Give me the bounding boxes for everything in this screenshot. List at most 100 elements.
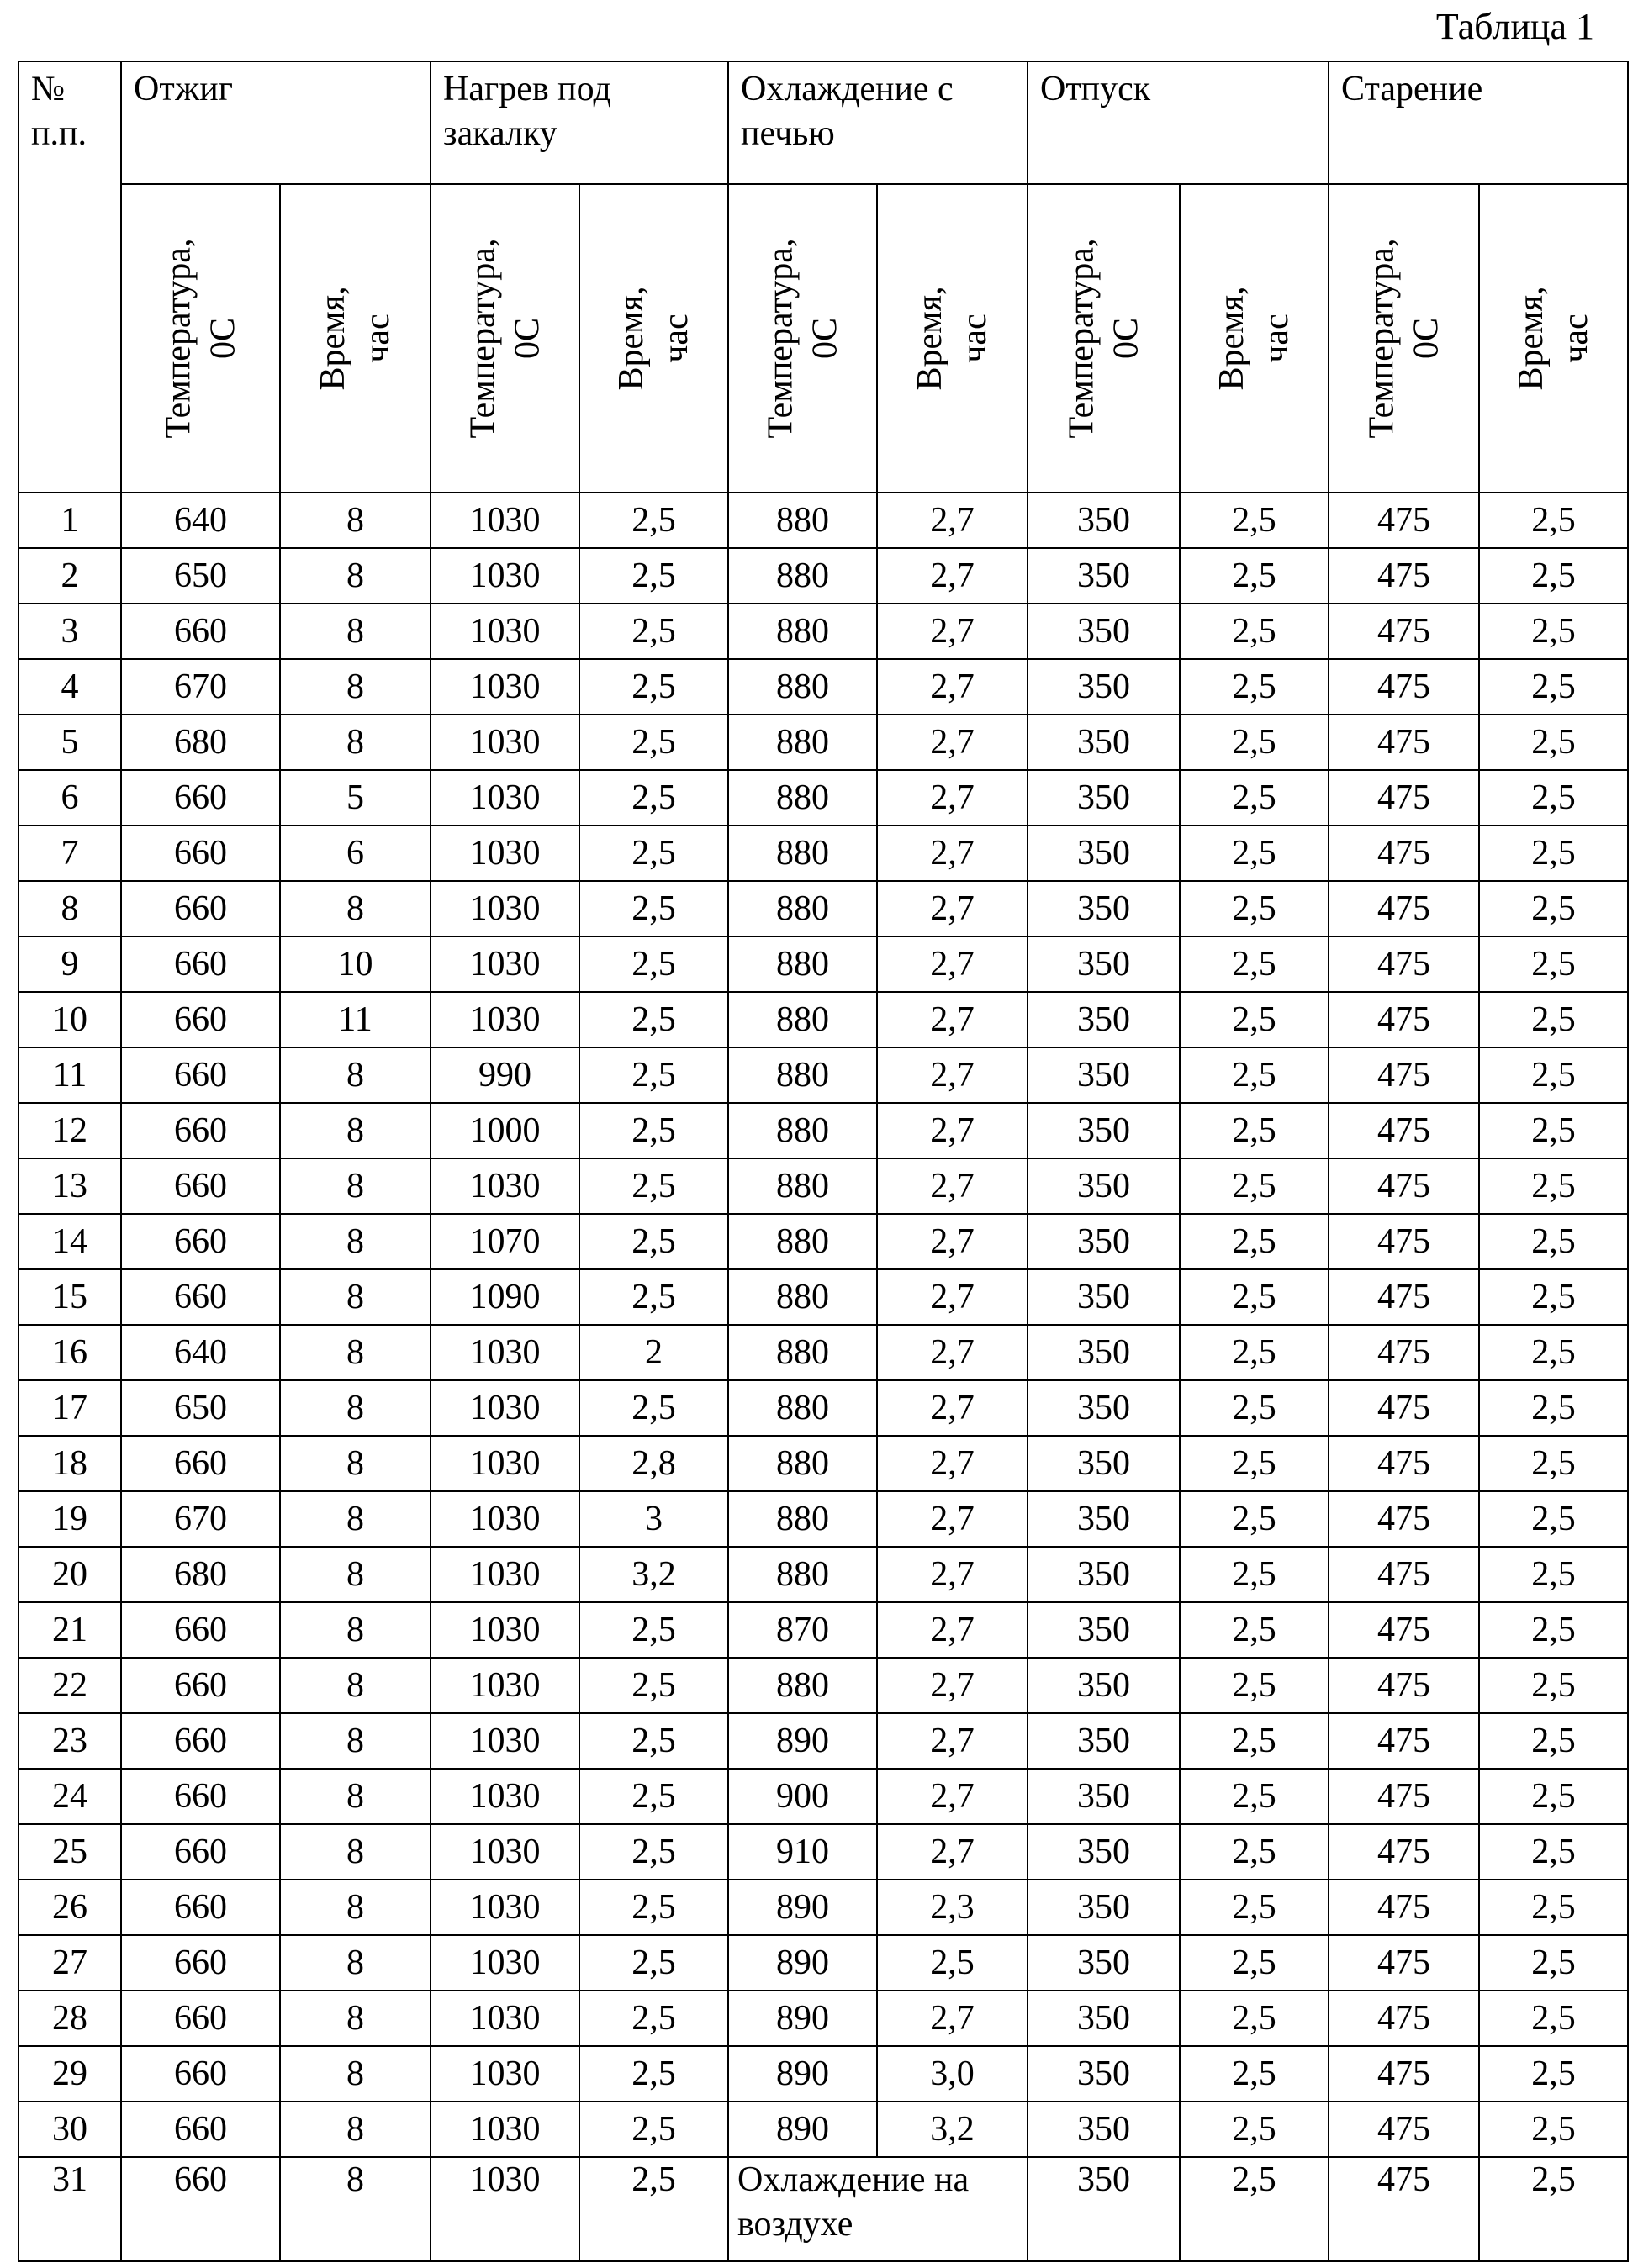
- cell-text: 350: [1077, 1553, 1130, 1597]
- table-cell: 8: [279, 1268, 431, 1326]
- cell-text: 2,5: [631, 2052, 676, 2097]
- table-cell: 2,5: [1478, 492, 1629, 549]
- table-cell: 2,5: [579, 769, 729, 826]
- cell-text: 2,7: [930, 1553, 975, 1597]
- table-cell: 475: [1328, 547, 1480, 604]
- table-cell: 2,5: [579, 1712, 729, 1770]
- cell-text: 2,5: [631, 609, 676, 654]
- cell-text: 475: [1377, 831, 1430, 876]
- table-cell: 2,7: [876, 1712, 1028, 1770]
- table-cell: 1030: [430, 769, 580, 826]
- table-cell: 2,5: [1478, 769, 1629, 826]
- table-cell: 2,5: [1478, 1435, 1629, 1492]
- table-cell: 22: [18, 1657, 122, 1714]
- cell-text: 8: [346, 2158, 364, 2202]
- cell-text: 1030: [470, 1941, 541, 1986]
- table-cell: 2,7: [876, 603, 1028, 660]
- table-cell: 2,5: [579, 2045, 729, 2102]
- cell-text: 880: [776, 831, 829, 876]
- table-cell: 475: [1328, 1435, 1480, 1492]
- cell-text: 1030: [470, 887, 541, 931]
- cell-text: 2,7: [930, 831, 975, 876]
- table-cell: 2,5: [579, 2156, 729, 2262]
- cell-text: 8: [346, 665, 364, 709]
- table-cell: 2,7: [876, 1990, 1028, 2047]
- table-cell: 2,5: [1179, 2045, 1329, 2102]
- cell-text: 2,7: [930, 498, 975, 543]
- cell-text: 1030: [470, 498, 541, 543]
- cell-text: 2,5: [1531, 1608, 1576, 1653]
- sub-header: Температура, 0С: [1027, 183, 1181, 493]
- cell-text: 870: [776, 1608, 829, 1653]
- table-cell: 8: [279, 1213, 431, 1270]
- cell-text: 880: [776, 1442, 829, 1486]
- cell-text: 2,5: [1232, 776, 1276, 820]
- table-cell: 900: [727, 1768, 878, 1825]
- table-cell: 1030: [430, 2101, 580, 2158]
- cell-text: 2,7: [930, 1497, 975, 1542]
- table-cell: 660: [120, 603, 281, 660]
- cell-text: 2,5: [1232, 1053, 1276, 1098]
- cell-text: 26: [52, 1886, 87, 1930]
- table-cell: 880: [727, 991, 878, 1048]
- cell-text: Отжиг: [134, 70, 233, 108]
- cell-text: 2,5: [631, 1996, 676, 2041]
- cell-text: 2,5: [631, 1719, 676, 1764]
- table-cell: 2,5: [579, 936, 729, 993]
- cell-text: 2: [61, 554, 79, 599]
- cell-text: 13: [52, 1164, 87, 1209]
- cell-text: 8: [346, 1886, 364, 1930]
- cell-text: 890: [776, 1941, 829, 1986]
- cell-text: Отпуск: [1040, 70, 1150, 108]
- table-cell: 2,5: [579, 1158, 729, 1215]
- cell-text: 900: [776, 1775, 829, 1819]
- table-cell: 2,5: [579, 1379, 729, 1437]
- cell-text: 1030: [470, 998, 541, 1042]
- cell-text: 640: [174, 1331, 227, 1375]
- table-cell: 9: [18, 936, 122, 993]
- cell-text: 23: [52, 1719, 87, 1764]
- cell-text: 2,7: [930, 1053, 975, 1098]
- table-cell: 10: [279, 936, 431, 993]
- table-cell: 2,7: [876, 1823, 1028, 1880]
- cell-text: 3,2: [631, 1553, 676, 1597]
- cell-text: 31: [52, 2158, 87, 2202]
- cell-text: 475: [1377, 1053, 1430, 1098]
- cell-text: 2,5: [631, 554, 676, 599]
- cell-text: 350: [1077, 554, 1130, 599]
- cell-text: 660: [174, 831, 227, 876]
- cell-text: 10: [338, 942, 373, 987]
- cell-text: № п.п.: [31, 70, 87, 153]
- table-cell: 1030: [430, 1934, 580, 1991]
- cell-text: 2,5: [1531, 720, 1576, 765]
- table-cell: 2,5: [1478, 991, 1629, 1048]
- table-cell: 350: [1027, 1546, 1181, 1603]
- cell-text: 1030: [470, 2107, 541, 2152]
- cell-text: 475: [1377, 1442, 1430, 1486]
- cell-text: 660: [174, 609, 227, 654]
- cell-text: 2,5: [1531, 1164, 1576, 1209]
- cell-text: 1030: [470, 1164, 541, 1209]
- table-cell: 640: [120, 492, 281, 549]
- cell-text: 2,7: [930, 1275, 975, 1320]
- cell-text: 2,5: [1531, 498, 1576, 543]
- cell-text: 350: [1077, 1886, 1130, 1930]
- table-cell: 8: [279, 1879, 431, 1936]
- cell-text: 2,5: [631, 776, 676, 820]
- table-cell: 2,5: [1478, 2156, 1629, 2262]
- table-cell: 990: [430, 1047, 580, 1104]
- cell-text: 660: [174, 1220, 227, 1264]
- table-cell: 2,5: [1179, 2156, 1329, 2262]
- table-cell: 23: [18, 1712, 122, 1770]
- cell-text: 8: [346, 1664, 364, 1708]
- table-cell: 2,7: [876, 714, 1028, 771]
- table-cell: 880: [727, 1657, 878, 1714]
- cell-text: 475: [1377, 887, 1430, 931]
- cell-text: 475: [1377, 1164, 1430, 1209]
- table-cell: 2,5: [1179, 492, 1329, 549]
- table-cell: 880: [727, 1546, 878, 1603]
- table-cell: 1000: [430, 1102, 580, 1159]
- table-cell: 350: [1027, 603, 1181, 660]
- cell-text: 2,5: [1531, 2107, 1576, 2152]
- table-cell: 680: [120, 1546, 281, 1603]
